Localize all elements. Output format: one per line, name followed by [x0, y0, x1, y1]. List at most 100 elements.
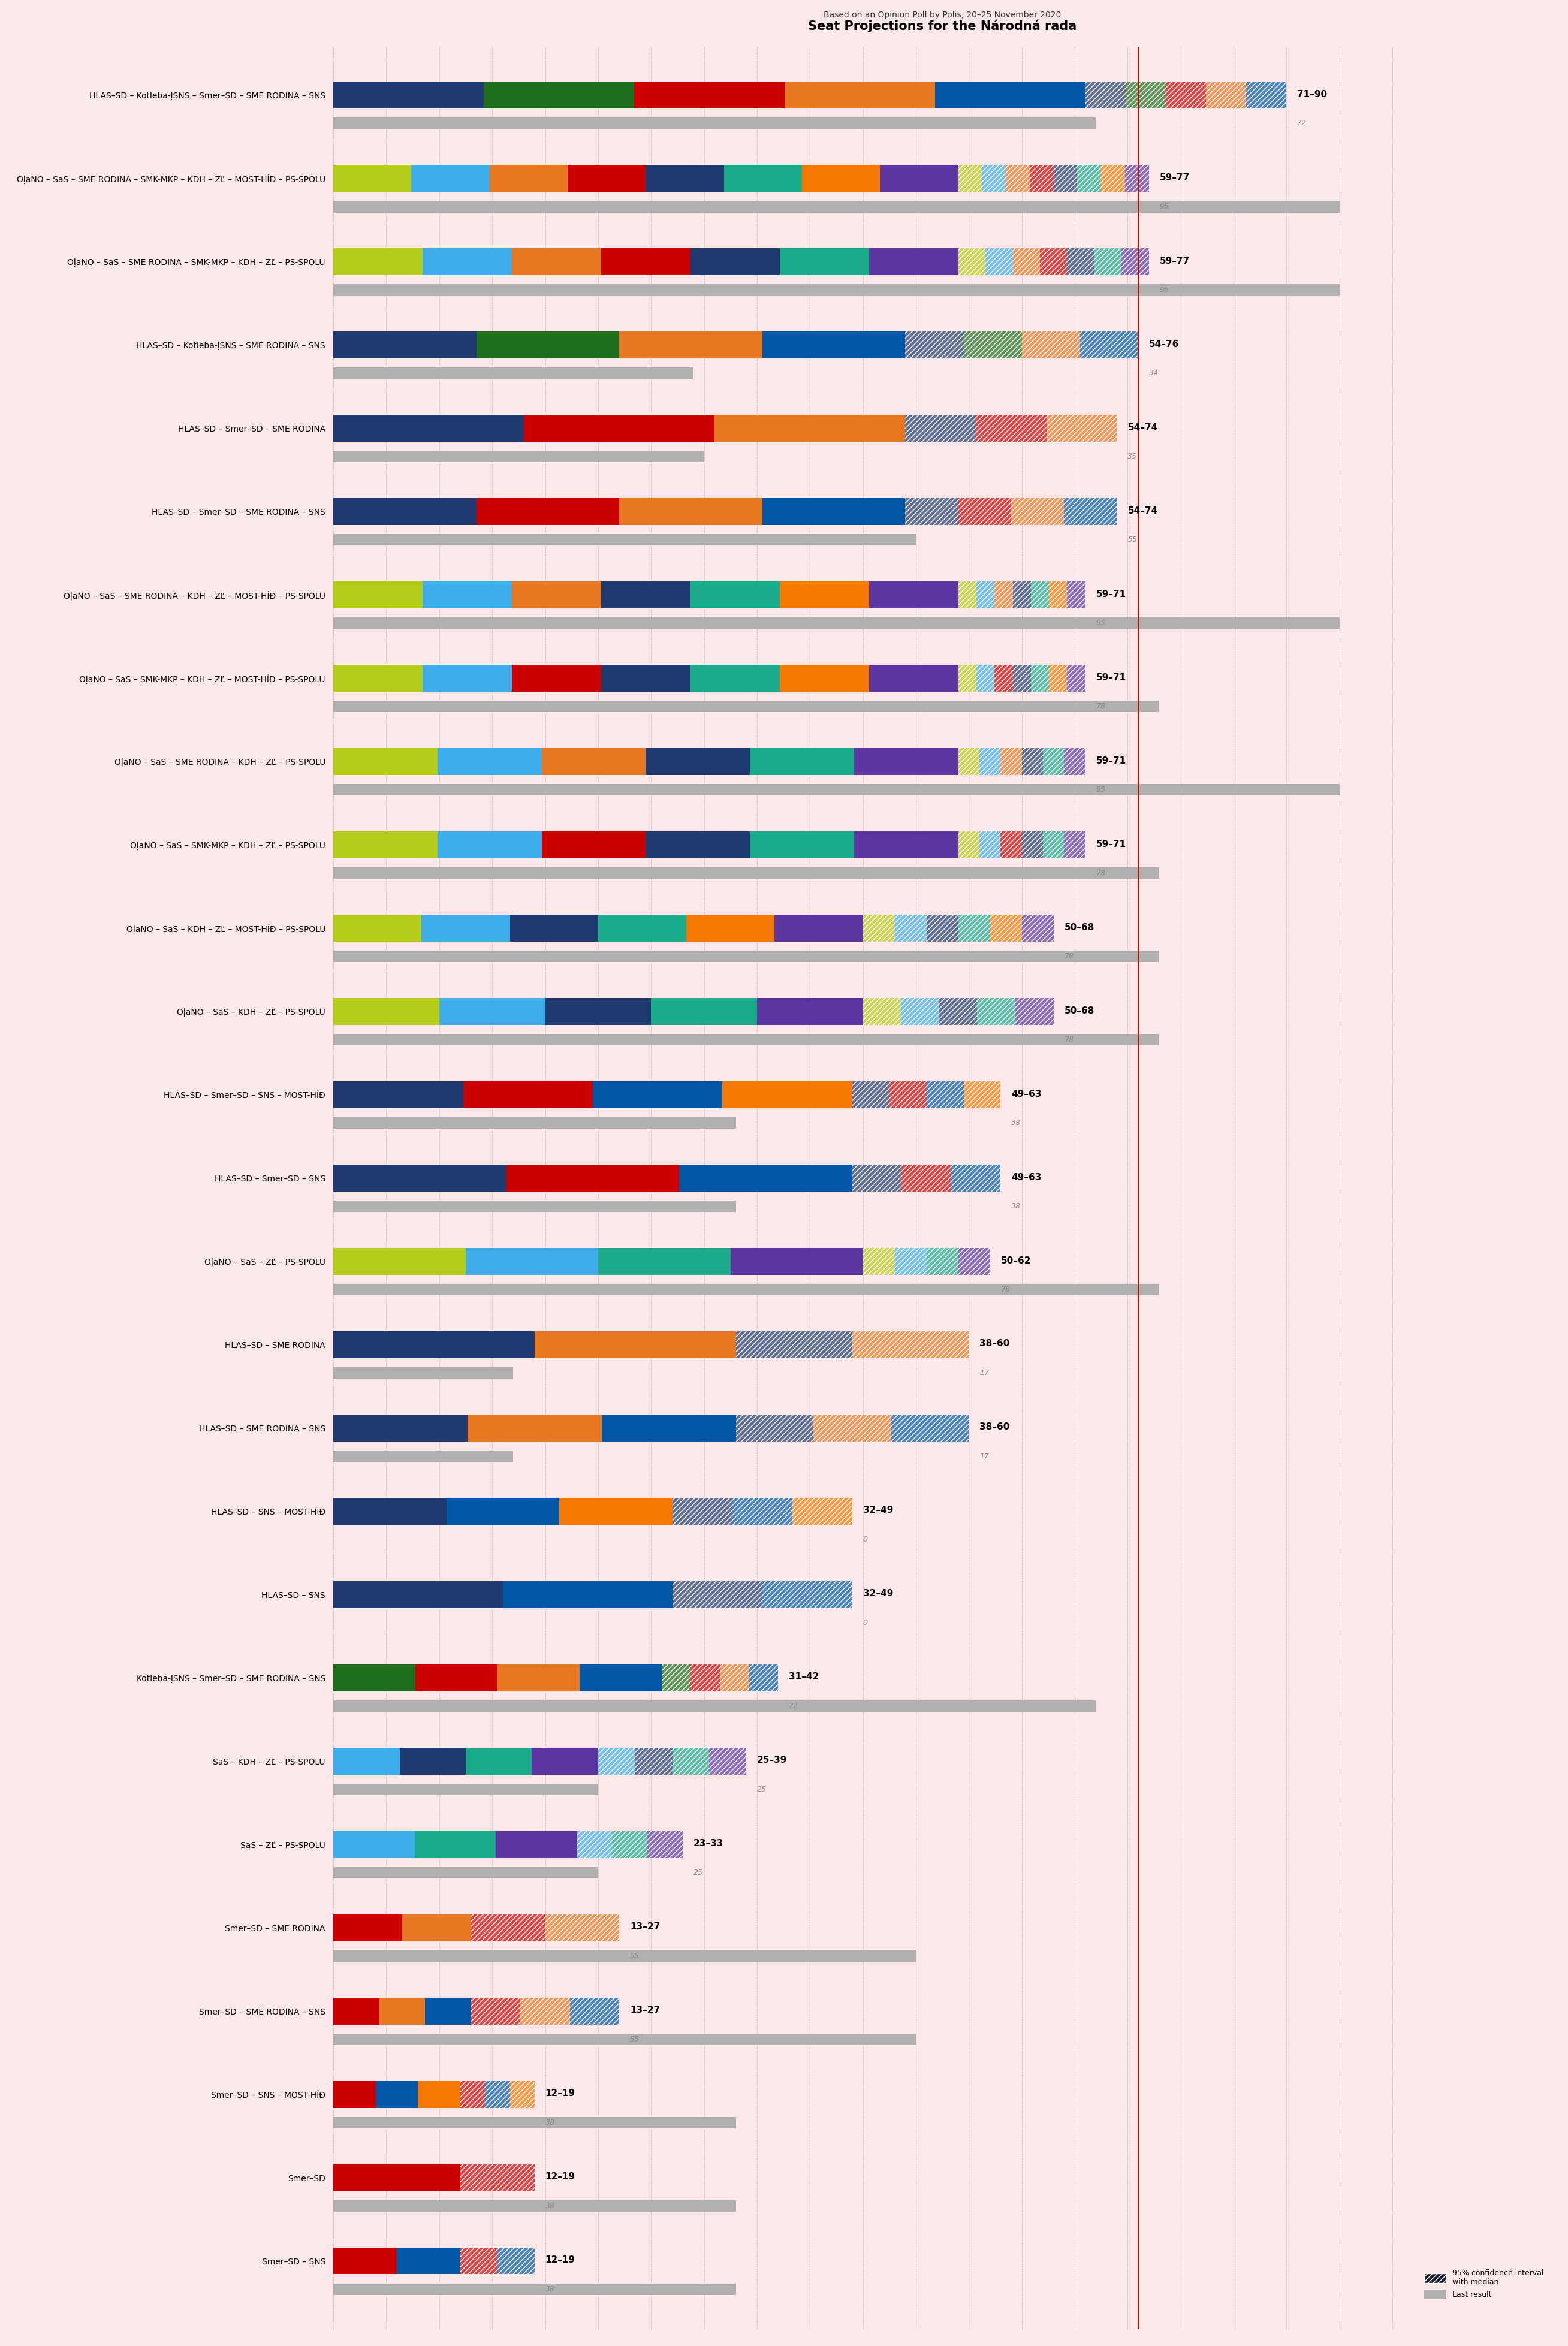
- Bar: [532, 1748, 597, 1774]
- Text: 54–74: 54–74: [1127, 507, 1157, 516]
- Bar: [673, 1748, 709, 1774]
- Bar: [1080, 331, 1138, 359]
- Bar: [461, 2247, 497, 2273]
- Bar: [489, 164, 568, 192]
- Bar: [814, 1415, 891, 1440]
- Bar: [862, 915, 1054, 941]
- Bar: [334, 915, 422, 941]
- Bar: [461, 2081, 535, 2107]
- Text: 55: 55: [1127, 535, 1137, 544]
- Bar: [1022, 915, 1054, 941]
- Bar: [1124, 164, 1149, 192]
- Bar: [1007, 164, 1030, 192]
- Bar: [597, 1748, 746, 1774]
- Bar: [958, 164, 1149, 192]
- Text: 38: 38: [1011, 1203, 1021, 1211]
- Bar: [673, 1581, 762, 1607]
- Bar: [1030, 664, 1049, 692]
- Bar: [895, 1248, 927, 1274]
- Bar: [376, 2081, 419, 2107]
- Bar: [801, 164, 880, 192]
- Bar: [1167, 82, 1206, 108]
- Bar: [1000, 748, 1022, 774]
- Bar: [541, 830, 646, 859]
- Text: 50–68: 50–68: [1065, 1006, 1094, 1016]
- Title: Seat Projections for the Národná rada: Seat Projections for the Národná rada: [808, 19, 1077, 33]
- Bar: [411, 164, 489, 192]
- Bar: [690, 582, 779, 608]
- Bar: [958, 164, 982, 192]
- Bar: [334, 1082, 463, 1107]
- Bar: [470, 1999, 521, 2025]
- Bar: [958, 582, 977, 608]
- Bar: [784, 82, 935, 108]
- Bar: [927, 915, 958, 941]
- Text: 59–71: 59–71: [1096, 840, 1126, 849]
- Bar: [334, 1867, 597, 1879]
- Bar: [510, 915, 597, 941]
- Bar: [646, 748, 750, 774]
- Bar: [437, 830, 541, 859]
- Bar: [1077, 164, 1101, 192]
- Text: 12–19: 12–19: [546, 2088, 575, 2097]
- Bar: [477, 331, 619, 359]
- Bar: [679, 1164, 853, 1192]
- Bar: [853, 1330, 969, 1358]
- Bar: [334, 1164, 506, 1192]
- Bar: [895, 1248, 927, 1274]
- Bar: [855, 748, 958, 774]
- Text: 13–27: 13–27: [630, 2006, 660, 2015]
- Bar: [989, 915, 1022, 941]
- Bar: [862, 1248, 895, 1274]
- Bar: [905, 415, 1116, 441]
- Bar: [1054, 164, 1077, 192]
- Text: 95: 95: [1159, 202, 1170, 211]
- Text: 49–63: 49–63: [1011, 1173, 1041, 1182]
- Text: 72: 72: [1297, 120, 1306, 127]
- Bar: [1022, 915, 1054, 941]
- Bar: [958, 915, 989, 941]
- Bar: [994, 664, 1013, 692]
- Bar: [855, 830, 958, 859]
- Bar: [334, 202, 1339, 213]
- Bar: [1065, 748, 1085, 774]
- Bar: [334, 2116, 735, 2128]
- Bar: [750, 1666, 778, 1691]
- Bar: [958, 582, 977, 608]
- Text: 78: 78: [1096, 870, 1105, 877]
- Bar: [958, 497, 1011, 526]
- Bar: [497, 2247, 535, 2273]
- Bar: [662, 1666, 778, 1691]
- Bar: [952, 1164, 1000, 1192]
- Text: 59–77: 59–77: [1159, 174, 1190, 183]
- Text: 78: 78: [1065, 952, 1074, 960]
- Bar: [334, 2081, 376, 2107]
- Bar: [958, 748, 980, 774]
- Bar: [379, 1999, 425, 2025]
- Bar: [963, 1082, 1000, 1107]
- Bar: [994, 664, 1013, 692]
- Bar: [902, 1164, 952, 1192]
- Bar: [980, 748, 1000, 774]
- Bar: [511, 249, 601, 274]
- Bar: [619, 331, 762, 359]
- Bar: [546, 1914, 619, 1940]
- Text: 54–74: 54–74: [1127, 422, 1157, 432]
- Bar: [497, 2247, 535, 2273]
- Bar: [902, 997, 939, 1025]
- Bar: [927, 1248, 958, 1274]
- Bar: [762, 1581, 853, 1607]
- Bar: [612, 1832, 648, 1858]
- Bar: [477, 497, 619, 526]
- Bar: [958, 249, 985, 274]
- Bar: [982, 164, 1007, 192]
- Bar: [511, 582, 601, 608]
- Text: 95: 95: [1096, 786, 1105, 793]
- Bar: [1206, 82, 1247, 108]
- Bar: [334, 868, 1159, 880]
- Bar: [597, 1748, 635, 1774]
- Bar: [648, 1832, 682, 1858]
- Bar: [958, 664, 1085, 692]
- Bar: [334, 748, 437, 774]
- Bar: [853, 1164, 1000, 1192]
